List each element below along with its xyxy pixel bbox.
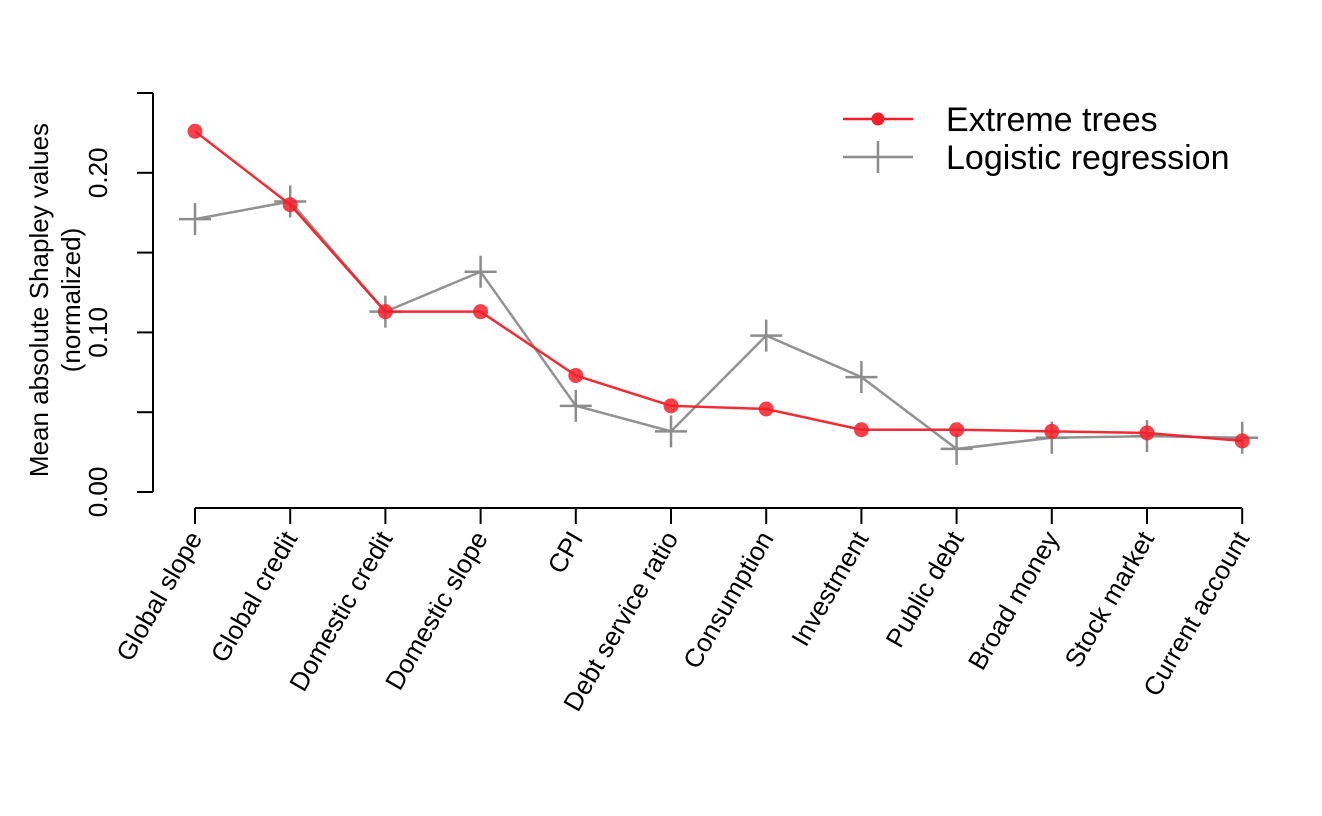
data-point [464, 255, 497, 288]
x-tick-label: CPI [541, 526, 589, 579]
legend-item: Extreme trees [843, 101, 1158, 139]
series-line [194, 130, 1243, 443]
x-tick-label: Current account [1137, 525, 1256, 701]
data-point [1044, 423, 1060, 439]
data-point [187, 123, 203, 139]
x-tick-label: Global credit [204, 525, 303, 667]
data-point [750, 319, 783, 352]
data-point [853, 422, 869, 438]
y-tick-label: 0.20 [83, 147, 113, 198]
series-extreme-trees [187, 123, 1250, 449]
data-point [1139, 425, 1155, 441]
series-line [194, 200, 1243, 451]
x-tick-label: Domestic slope [379, 526, 494, 695]
data-point [377, 304, 393, 320]
x-tick-label: Global slope [110, 526, 208, 666]
data-point [663, 398, 679, 414]
data-point [568, 367, 584, 383]
x-tick-label: Public debt [879, 525, 970, 652]
series-layer [179, 123, 1259, 465]
legend-label: Extreme trees [946, 101, 1158, 139]
data-point [655, 415, 687, 448]
data-point [845, 361, 878, 394]
data-point [282, 197, 298, 213]
x-tick-label: Stock market [1058, 525, 1160, 672]
data-point [1234, 433, 1250, 449]
y-tick-label: 0.00 [83, 467, 113, 518]
legend-marker [871, 112, 885, 126]
y-ticks: 0.00 0.10 0.20 [83, 92, 153, 518]
y-axis-title-line-2: (normalized) [56, 228, 86, 373]
series-logistic-regression [179, 185, 1259, 465]
y-axis-title: Mean absolute Shapley values (normalized… [24, 123, 86, 477]
data-point [949, 422, 965, 438]
y-axis-title-line-1: Mean absolute Shapley values [24, 123, 54, 477]
data-point [473, 304, 489, 320]
x-tick-label: Domestic credit [283, 525, 399, 696]
data-point [940, 432, 973, 465]
data-point [179, 203, 211, 236]
y-tick-label: 0.10 [83, 307, 113, 358]
x-tick-label: Consumption [677, 526, 780, 674]
data-point [758, 401, 774, 417]
x-tick-label: Broad money [962, 526, 1065, 675]
legend-label: Logistic regression [946, 139, 1229, 177]
y-axis: 0.00 0.10 0.20 [83, 92, 154, 518]
x-tick-label: Investment [785, 525, 875, 651]
data-point [559, 389, 592, 422]
legend-item: Logistic regression [843, 139, 1229, 177]
